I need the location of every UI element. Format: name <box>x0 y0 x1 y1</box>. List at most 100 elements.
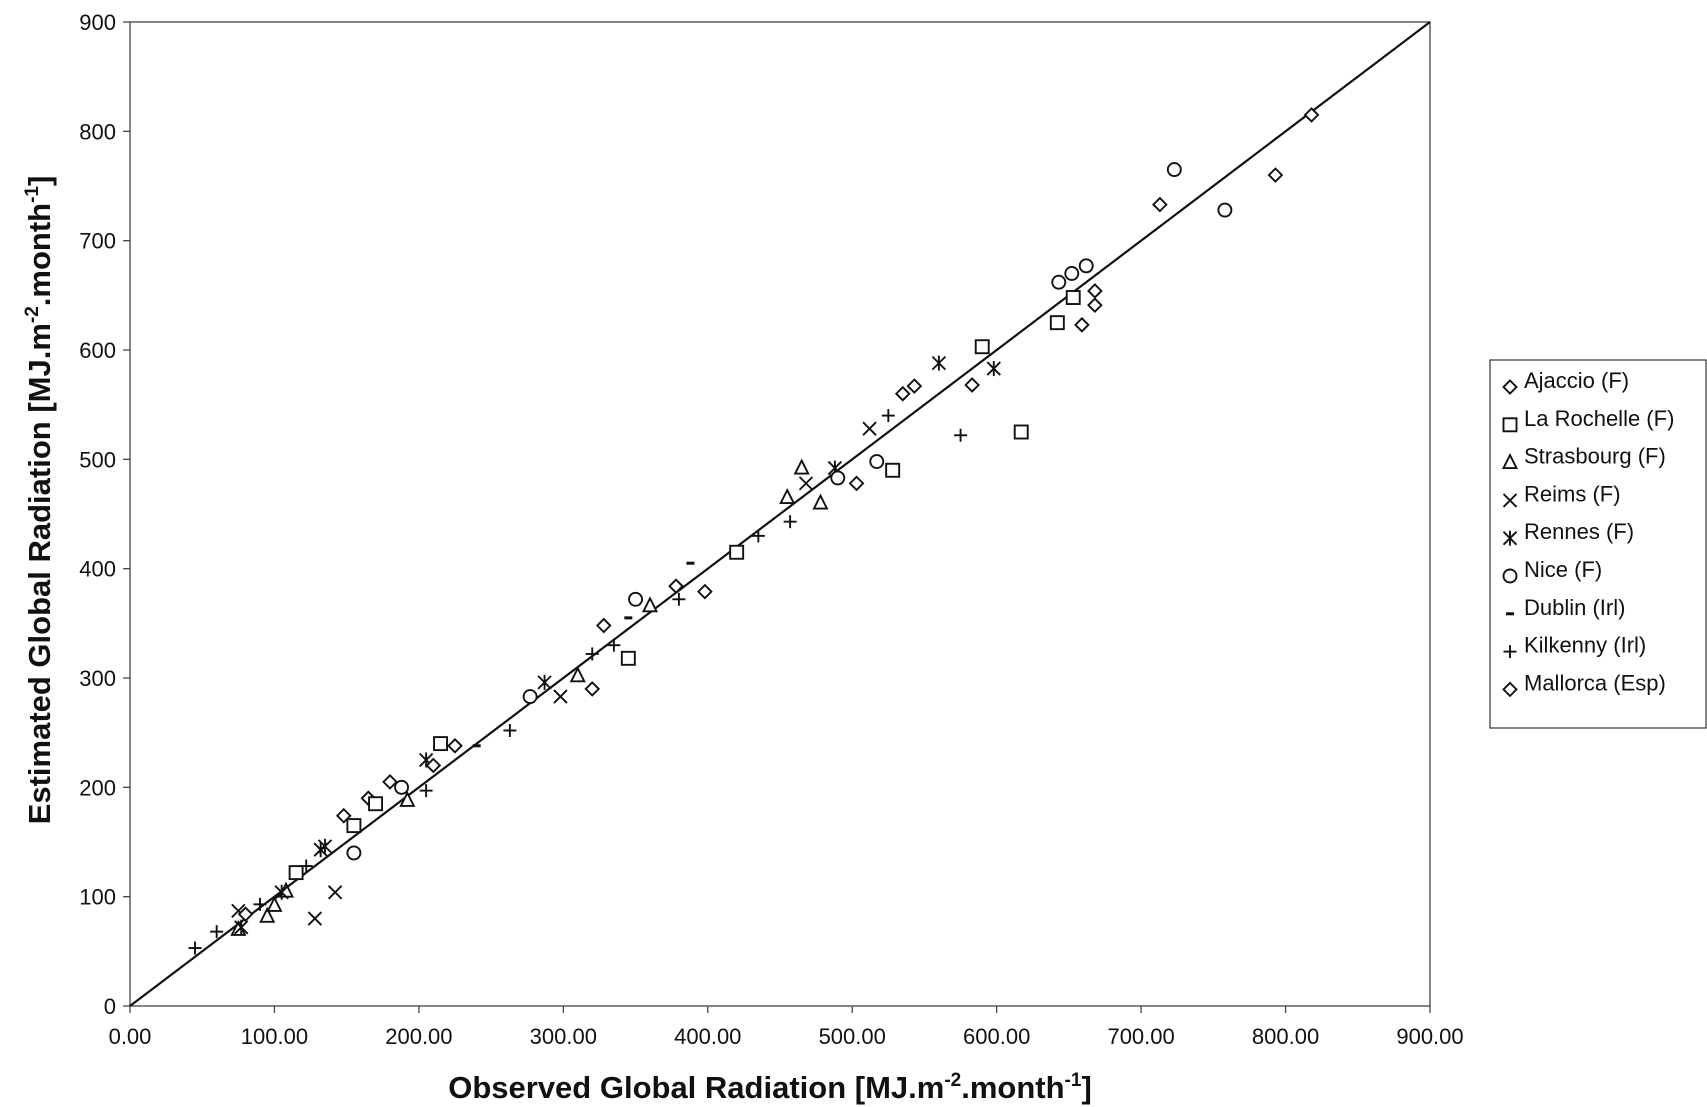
legend-marker-reims-f <box>1502 493 1518 508</box>
data-point-nice-f <box>869 454 885 469</box>
y-tick-label: 400 <box>79 557 116 582</box>
data-point-nice-f <box>394 779 410 795</box>
data-point-strasbourg-f <box>399 790 416 807</box>
data-point-nice-f <box>346 845 362 861</box>
data-point-nice-f <box>628 591 644 607</box>
data-point-la-rochelle-f <box>1049 315 1065 331</box>
data-point-kilkenny-irl <box>253 897 267 911</box>
data-point-strasbourg-f <box>569 666 586 683</box>
legend-items: Ajaccio (F) La Rochelle (F) Strasbourg (F)… <box>1501 368 1674 698</box>
y-axis-title: Estimated Global Radiation [MJ.m-2.month… <box>22 176 57 825</box>
data-point-la-rochelle-f <box>288 865 304 881</box>
y-tick-label: 200 <box>79 775 116 800</box>
data-point-ajaccio-f <box>906 378 923 394</box>
legend-label-la-rochelle-f: La Rochelle (F) <box>1524 406 1674 431</box>
y-tick-label: 700 <box>79 229 116 254</box>
legend-label-reims-f: Reims (F) <box>1524 481 1621 506</box>
reference-line-layer <box>129 21 1431 1007</box>
data-point-ajaccio-f <box>595 617 612 634</box>
data-point-rennes-f <box>274 884 289 900</box>
data-point-kilkenny-irl <box>585 647 599 661</box>
y-tick-label: 900 <box>79 10 116 35</box>
data-point-strasbourg-f <box>779 487 796 505</box>
legend-box <box>1489 359 1707 729</box>
data-point-kilkenny-irl <box>503 723 517 737</box>
data-point-nice-f <box>1166 162 1182 178</box>
data-point-ajaccio-f <box>1267 167 1284 183</box>
data-point-ajaccio-f <box>894 385 911 402</box>
data-point-nice-f <box>1051 274 1067 290</box>
data-point-kilkenny-irl <box>672 592 686 606</box>
data-point-strasbourg-f <box>266 895 283 912</box>
x-tick-label: 900.00 <box>1396 1024 1463 1049</box>
data-point-strasbourg-f <box>793 458 810 475</box>
legend-marker-strasbourg-f <box>1501 452 1519 470</box>
legend-marker-kilkenny-irl <box>1503 645 1517 659</box>
data-point-kilkenny-irl <box>607 638 621 652</box>
data-point-strasbourg-f <box>641 596 659 613</box>
x-tick-label: 400.00 <box>674 1024 741 1049</box>
data-point-rennes-f <box>986 361 1001 377</box>
data-point-kilkenny-irl <box>783 515 797 529</box>
legend-marker-la-rochelle-f <box>1502 417 1518 433</box>
data-point-nice-f <box>830 470 846 486</box>
data-point-nice-f <box>1078 258 1094 274</box>
data-point-rennes-f <box>234 919 249 935</box>
data-point-kilkenny-irl <box>188 941 202 955</box>
x-tick-label: 500.00 <box>819 1024 886 1049</box>
data-point-kilkenny-irl <box>751 529 765 543</box>
x-tick-label: 800.00 <box>1252 1024 1319 1049</box>
x-tick-label: 0.00 <box>109 1024 152 1049</box>
data-point-la-rochelle-f <box>885 462 901 478</box>
legend-label-strasbourg-f: Strasbourg (F) <box>1524 444 1666 469</box>
reference-line <box>129 21 1431 1007</box>
data-point-la-rochelle-f <box>729 544 745 560</box>
x-tick-label: 600.00 <box>963 1024 1030 1049</box>
data-point-ajaccio-f <box>964 377 980 393</box>
data-point-reims-f <box>862 421 877 436</box>
data-point-mallorca-esp <box>425 757 442 774</box>
data-point-ajaccio-f <box>1074 317 1090 333</box>
legend-label-kilkenny-irl: Kilkenny (Irl) <box>1524 633 1646 658</box>
data-point-nice-f <box>1217 202 1233 218</box>
data-point-la-rochelle-f <box>620 650 636 666</box>
data-point-ajaccio-f <box>1087 297 1103 314</box>
data-point-ajaccio-f <box>848 475 865 492</box>
y-tick-label: 0 <box>104 994 116 1019</box>
data-point-la-rochelle-f <box>368 796 384 812</box>
y-tick-label: 100 <box>79 885 116 910</box>
data-point-rennes-f <box>537 674 552 690</box>
x-tick-label: 100.00 <box>241 1024 308 1049</box>
data-points-layer <box>188 107 1320 955</box>
y-tick-label: 300 <box>79 666 116 691</box>
legend-marker-mallorca-esp <box>1502 681 1518 698</box>
data-point-kilkenny-irl <box>299 859 313 873</box>
data-point-mallorca-esp <box>447 737 463 754</box>
legend-label-mallorca-esp: Mallorca (Esp) <box>1524 670 1666 695</box>
data-point-rennes-f <box>931 355 947 371</box>
data-point-rennes-f <box>317 838 333 854</box>
data-point-mallorca-esp <box>237 906 254 923</box>
data-point-reims-f <box>307 911 323 926</box>
data-point-kilkenny-irl <box>954 428 968 442</box>
data-point-ajaccio-f <box>1152 196 1168 213</box>
data-point-nice-f <box>522 689 538 705</box>
data-point-ajaccio-f <box>382 774 398 790</box>
legend-marker-nice-f <box>1502 568 1518 584</box>
x-tick-label: 200.00 <box>385 1024 452 1049</box>
x-tick-label: 700.00 <box>1107 1024 1174 1049</box>
legend-label-dublin-irl: Dublin (Irl) <box>1524 595 1625 620</box>
x-tick-label: 300.00 <box>530 1024 597 1049</box>
data-point-ajaccio-f <box>697 583 713 600</box>
data-point-kilkenny-irl <box>419 784 433 798</box>
y-tick-label: 500 <box>79 447 116 472</box>
x-axis-title: Observed Global Radiation [MJ.m-2.month-… <box>448 1070 1092 1105</box>
data-point-ajaccio-f <box>584 681 601 697</box>
data-point-reims-f <box>798 476 814 491</box>
y-tick-label: 800 <box>79 119 116 144</box>
data-point-la-rochelle-f <box>346 818 362 834</box>
data-point-reims-f <box>553 689 568 704</box>
data-point-la-rochelle-f <box>1065 290 1081 305</box>
data-point-kilkenny-irl <box>881 409 895 423</box>
